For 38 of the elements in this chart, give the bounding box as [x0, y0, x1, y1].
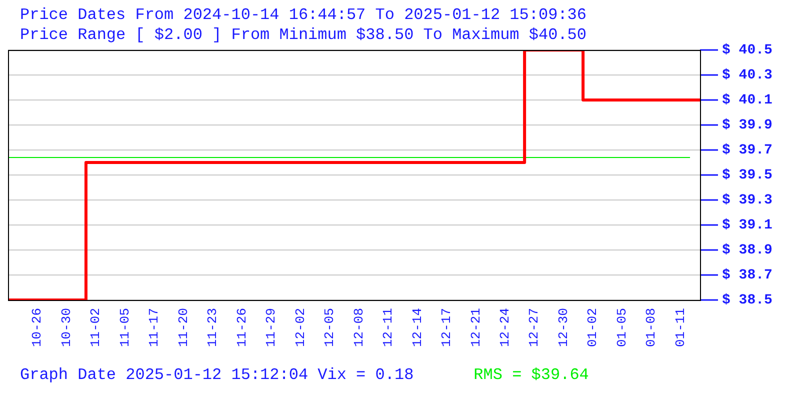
y-tick-label: $ 39.9 [722, 118, 772, 134]
y-tick-label: $ 40.5 [722, 42, 772, 59]
y-tick-label: $ 38.5 [722, 292, 772, 309]
y-tick-label: $ 40.1 [722, 92, 772, 109]
x-tick-label: 12-02 [292, 308, 308, 348]
x-tick-label: 12-17 [439, 308, 454, 348]
x-tick-label: 10-30 [58, 308, 74, 348]
y-tick-label: $ 39.5 [722, 168, 772, 184]
y-tick-label: $ 38.9 [722, 242, 772, 259]
x-tick-label: 11-17 [146, 308, 162, 348]
x-tick-label: 12-30 [556, 308, 571, 348]
x-tick-label: 11-29 [264, 308, 279, 348]
y-tick-label: $ 38.7 [722, 268, 772, 284]
x-tick-label: 01-02 [585, 308, 600, 348]
x-tick-label: 12-27 [526, 308, 542, 348]
x-tick-label: 12-08 [351, 308, 366, 348]
x-tick-label: 01-05 [614, 308, 630, 348]
x-tick-label: 10-26 [30, 308, 45, 348]
x-tick-label: 11-02 [88, 308, 104, 348]
chart-title: Price Dates From 2024-10-14 16:44:57 To 2025-01-12 15:09:36 [20, 6, 586, 24]
x-tick-label: 11-23 [205, 308, 220, 348]
x-tick-label: 12-14 [410, 308, 425, 348]
x-tick-label: 11-26 [234, 308, 250, 348]
x-tick-label: 01-11 [672, 308, 688, 348]
y-tick-label: $ 40.3 [722, 68, 772, 84]
y-tick-label: $ 39.3 [722, 192, 772, 209]
text: Graph Date 2025-01-12 15:12:04 Vix = 0.18 [20, 366, 414, 384]
y-tick-label: $ 39.1 [722, 218, 772, 234]
chart-subtitle: Price Range [ $2.00 ] From Minimum $38.50 To Maximum $40.50 [20, 26, 586, 44]
x-tick-label: 11-20 [176, 308, 191, 348]
x-tick-label: 12-11 [380, 308, 396, 348]
x-tick-label: 12-24 [498, 308, 513, 348]
x-tick-label: 11-05 [117, 308, 132, 348]
y-tick-label: $ 39.7 [722, 142, 772, 159]
x-tick-label: 01-08 [644, 308, 659, 348]
x-tick-label: 12-05 [322, 308, 338, 348]
x-tick-label: 12-21 [468, 308, 484, 348]
ref-line-label: RMS = $39.64 [474, 366, 589, 384]
